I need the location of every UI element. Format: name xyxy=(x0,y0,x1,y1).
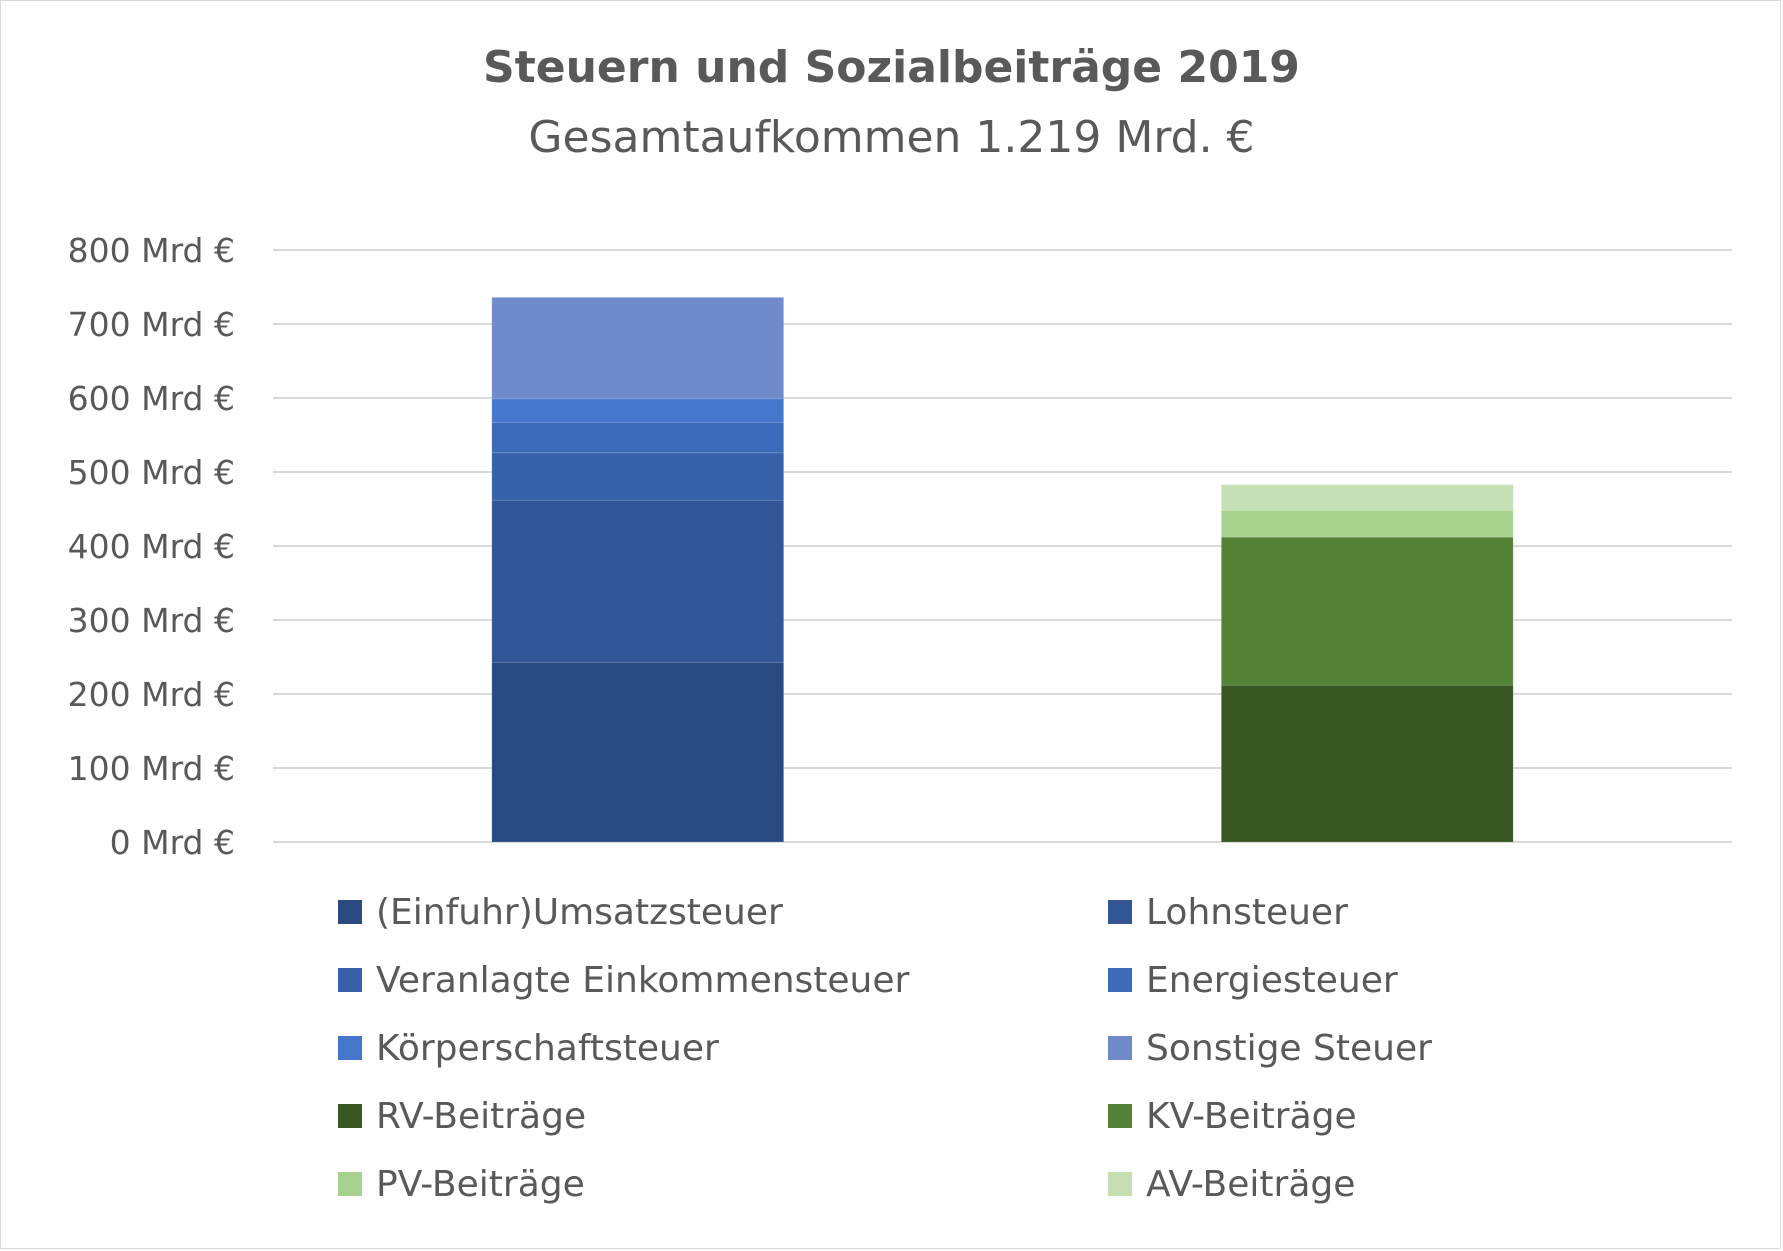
bar-segment xyxy=(491,452,785,501)
bar-segment xyxy=(1220,484,1514,511)
bar-segment xyxy=(1220,536,1514,686)
legend-item: (Einfuhr)Umsatzsteuer xyxy=(338,890,783,934)
legend-item: Lohnsteuer xyxy=(1108,890,1348,934)
legend-swatch xyxy=(1108,900,1132,924)
y-tick-label: 100 Mrd € xyxy=(68,749,235,788)
legend-label: Lohnsteuer xyxy=(1146,891,1348,933)
legend-swatch xyxy=(1108,1036,1132,1060)
bars xyxy=(491,296,1514,843)
y-tick-label: 300 Mrd € xyxy=(68,601,235,640)
y-tick-label: 400 Mrd € xyxy=(68,527,235,566)
chart-title: Steuern und Sozialbeiträge 2019 xyxy=(483,42,1300,93)
y-axis-tick-labels: 0 Mrd € 100 Mrd € 200 Mrd € 300 Mrd € 400 Mr… xyxy=(68,231,235,862)
legend: (Einfuhr)Umsatzsteuer Lohnsteuer Veranlagt… xyxy=(0,890,1783,1230)
bar-segment xyxy=(491,661,785,843)
y-tick-label: 200 Mrd € xyxy=(68,675,235,714)
legend-item: KV-Beiträge xyxy=(1108,1094,1357,1138)
legend-item: Körperschaftsteuer xyxy=(338,1026,719,1070)
bar-segment xyxy=(1220,509,1514,538)
legend-swatch xyxy=(338,900,362,924)
legend-swatch xyxy=(1108,1104,1132,1128)
legend-item: RV-Beiträge xyxy=(338,1094,586,1138)
legend-label: PV-Beiträge xyxy=(376,1163,585,1205)
legend-label: KV-Beiträge xyxy=(1146,1095,1357,1137)
y-tick-label: 800 Mrd € xyxy=(68,231,235,270)
legend-swatch xyxy=(338,968,362,992)
legend-label: Körperschaftsteuer xyxy=(376,1027,719,1069)
legend-swatch xyxy=(338,1104,362,1128)
legend-swatch xyxy=(338,1036,362,1060)
bar-segment xyxy=(1220,684,1514,843)
legend-label: Energiesteuer xyxy=(1146,959,1398,1001)
legend-swatch xyxy=(1108,968,1132,992)
y-tick-label: 0 Mrd € xyxy=(110,823,235,862)
legend-item: Sonstige Steuer xyxy=(1108,1026,1432,1070)
y-tick-label: 500 Mrd € xyxy=(68,453,235,492)
legend-item: Energiesteuer xyxy=(1108,958,1398,1002)
legend-item: AV-Beiträge xyxy=(1108,1162,1355,1206)
bar-segment xyxy=(491,398,785,423)
y-tick-label: 700 Mrd € xyxy=(68,305,235,344)
bar-segment xyxy=(491,421,785,454)
bar-segment xyxy=(491,499,785,663)
y-tick-label: 600 Mrd € xyxy=(68,379,235,418)
legend-label: (Einfuhr)Umsatzsteuer xyxy=(376,891,783,933)
bar-segment xyxy=(491,296,785,400)
legend-label: Sonstige Steuer xyxy=(1146,1027,1432,1069)
legend-label: RV-Beiträge xyxy=(376,1095,587,1137)
chart-subtitle: Gesamtaufkommen 1.219 Mrd. € xyxy=(528,112,1255,163)
legend-item: PV-Beiträge xyxy=(338,1162,585,1206)
legend-label: Veranlagte Einkommensteuer xyxy=(376,959,910,1001)
legend-swatch xyxy=(1108,1172,1132,1196)
legend-label: AV-Beiträge xyxy=(1146,1163,1356,1205)
legend-item: Veranlagte Einkommensteuer xyxy=(338,958,909,1002)
legend-swatch xyxy=(338,1172,362,1196)
